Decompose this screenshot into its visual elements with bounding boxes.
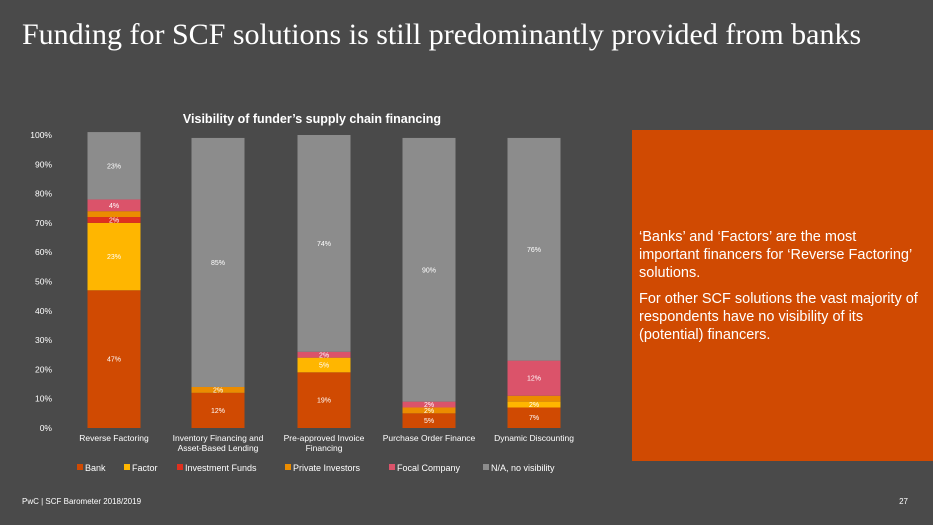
y-tick-label: 20% xyxy=(35,364,52,374)
bar-segment xyxy=(297,372,351,428)
legend-label: N/A, no visibility xyxy=(491,463,555,473)
x-tick-label: Inventory Financing and xyxy=(173,433,264,443)
bar-segment xyxy=(402,137,456,402)
legend-swatch xyxy=(177,464,183,470)
callout-paragraph-2: For other SCF solutions the vast majorit… xyxy=(639,291,918,343)
bar-segment xyxy=(191,392,245,428)
data-label: 12% xyxy=(527,376,541,383)
legend-swatch xyxy=(483,464,489,470)
data-label: 7% xyxy=(529,415,539,422)
footer-source: PwC | SCF Barometer 2018/2019 xyxy=(22,497,142,506)
bar-segment xyxy=(402,407,456,414)
bar-segment xyxy=(297,351,351,358)
bar-segment xyxy=(402,413,456,428)
x-tick-label: Purchase Order Finance xyxy=(383,433,476,443)
data-label: 23% xyxy=(107,254,121,261)
bar-segment xyxy=(297,357,351,373)
data-label: 47% xyxy=(107,357,121,364)
callout-box: ‘Banks’ and ‘Factors’ are the most impor… xyxy=(632,130,933,461)
y-tick-label: 100% xyxy=(30,130,52,140)
data-label: 2% xyxy=(109,217,119,224)
y-tick-label: 0% xyxy=(40,423,53,433)
legend-swatch xyxy=(124,464,130,470)
bar-segment xyxy=(507,360,561,396)
x-tick-label: Dynamic Discounting xyxy=(494,433,574,443)
y-tick-label: 80% xyxy=(35,189,52,199)
data-label: 2% xyxy=(213,387,223,394)
data-label: 4% xyxy=(109,203,119,210)
data-label: 23% xyxy=(107,163,121,170)
data-label: 2% xyxy=(424,402,434,409)
x-tick-label: Asset-Based Lending xyxy=(178,443,259,453)
legend-swatch xyxy=(285,464,291,470)
x-tick-label: Reverse Factoring xyxy=(79,433,149,443)
legend-swatch xyxy=(77,464,83,470)
y-tick-label: 90% xyxy=(35,159,52,169)
bar-segment xyxy=(297,135,351,352)
slide-title: Funding for SCF solutions is still predo… xyxy=(22,18,862,51)
y-tick-label: 70% xyxy=(35,218,52,228)
bar-segment xyxy=(507,137,561,361)
bar-segment xyxy=(87,290,141,428)
data-label: 85% xyxy=(211,260,225,267)
legend-label: Private Investors xyxy=(293,463,361,473)
callout-paragraph-1: ‘Banks’ and ‘Factors’ are the most impor… xyxy=(639,229,912,281)
bar-segment xyxy=(87,199,141,212)
data-label: 12% xyxy=(211,408,225,415)
data-label: 74% xyxy=(317,241,331,248)
data-label: 5% xyxy=(424,418,434,425)
bar-segment xyxy=(87,211,141,218)
bar-segment xyxy=(402,401,456,408)
y-tick-label: 40% xyxy=(35,306,52,316)
bar-segment xyxy=(87,217,141,223)
data-label: 19% xyxy=(317,398,331,405)
data-label: 5% xyxy=(319,363,329,370)
data-label: 90% xyxy=(422,267,436,274)
legend-swatch xyxy=(389,464,395,470)
legend-label: Focal Company xyxy=(397,463,461,473)
y-tick-label: 10% xyxy=(35,394,52,404)
x-tick-label: Pre-approved Invoice xyxy=(284,433,365,443)
legend-label: Bank xyxy=(85,463,106,473)
y-tick-label: 30% xyxy=(35,335,52,345)
data-label: 2% xyxy=(319,352,329,359)
bar-segment xyxy=(507,395,561,402)
data-label: 2% xyxy=(529,402,539,409)
legend-label: Investment Funds xyxy=(185,463,257,473)
bar-segment xyxy=(507,407,561,428)
y-tick-label: 60% xyxy=(35,247,52,257)
y-tick-label: 50% xyxy=(35,277,52,287)
bar-segment xyxy=(507,401,561,408)
bar-segment xyxy=(87,132,141,200)
data-label: 2% xyxy=(424,408,434,415)
bar-segment xyxy=(87,222,141,291)
bar-segment xyxy=(191,386,245,393)
page-number: 27 xyxy=(899,497,908,506)
chart-title: Visibility of funder’s supply chain fina… xyxy=(183,112,441,126)
bar-segment xyxy=(191,137,245,387)
data-label: 76% xyxy=(527,247,541,254)
legend-label: Factor xyxy=(132,463,158,473)
x-tick-label: Financing xyxy=(306,443,343,453)
